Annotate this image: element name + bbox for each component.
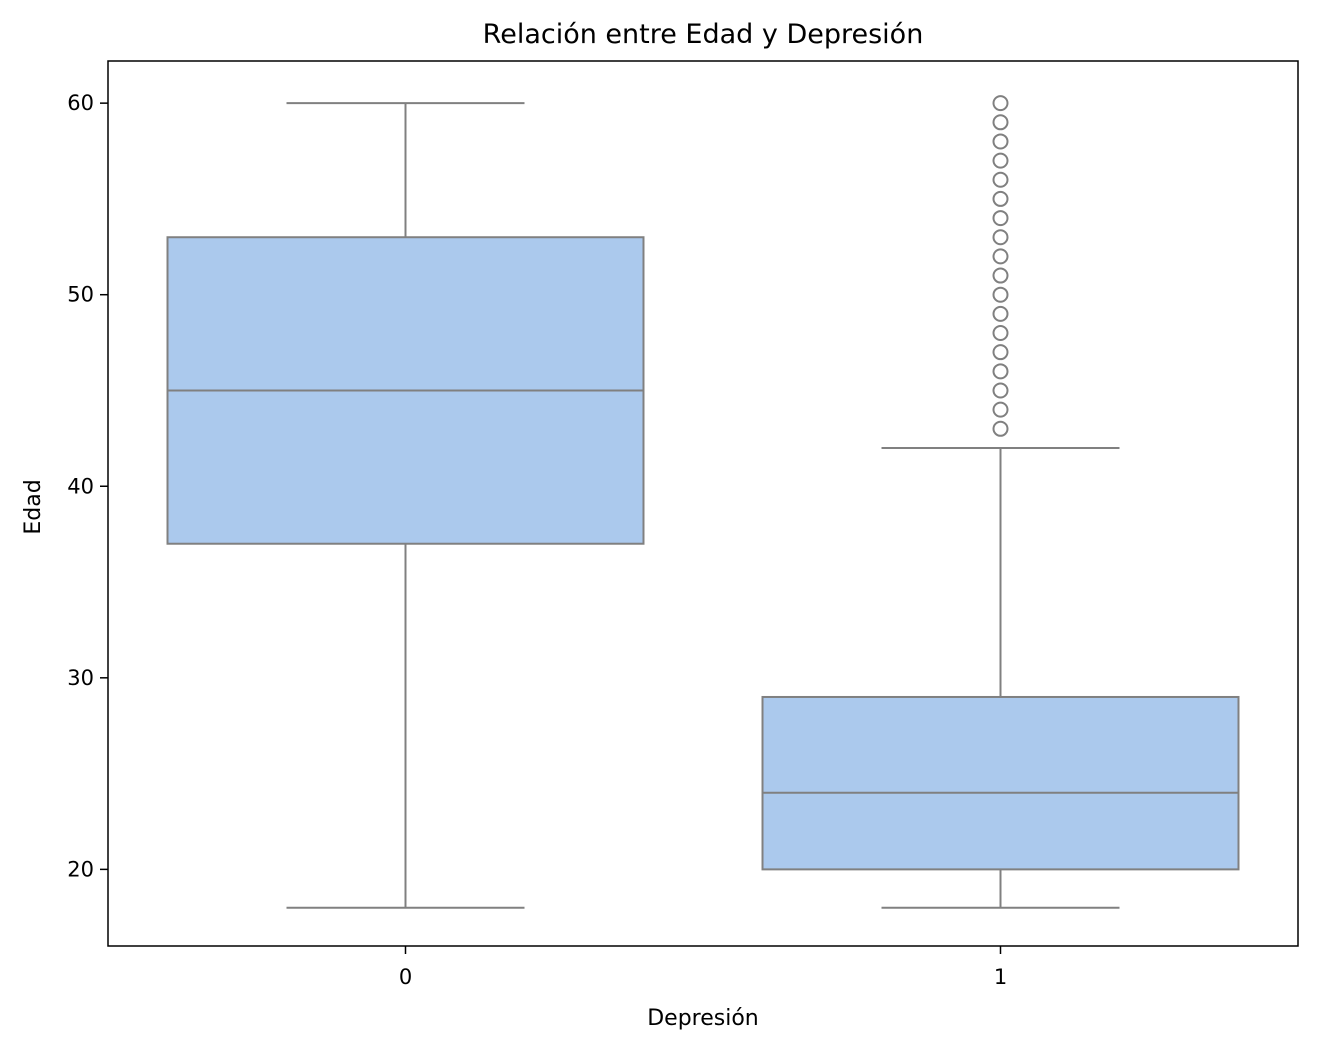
y-tick-label: 20: [67, 857, 94, 881]
outlier-point: [992, 382, 1009, 399]
outlier-point: [992, 190, 1009, 207]
outlier-point: [992, 325, 1009, 342]
box-group-1: [761, 95, 1240, 909]
outlier-point: [992, 363, 1009, 380]
x-tick-label: 1: [994, 965, 1007, 989]
outlier-point: [992, 152, 1009, 169]
plot-frame: [107, 60, 1299, 947]
x-tick-label: 0: [399, 965, 412, 989]
outlier-point: [992, 267, 1009, 284]
outlier-point: [992, 286, 1009, 303]
plot-area: [166, 95, 1240, 909]
y-tick-label: 30: [67, 666, 94, 690]
y-tick-label: 60: [67, 91, 94, 115]
y-tick-label: 40: [67, 474, 94, 498]
outlier-point: [992, 133, 1009, 150]
outlier-point: [992, 114, 1009, 131]
outlier-point: [992, 305, 1009, 322]
outlier-point: [992, 344, 1009, 361]
box-group-0: [166, 102, 645, 909]
y-tick-label: 50: [67, 283, 94, 307]
outlier-point: [992, 171, 1009, 188]
outlier-point: [992, 210, 1009, 227]
iqr-box: [761, 695, 1240, 871]
x-axis-label: Depresión: [647, 1006, 759, 1031]
outlier-point: [992, 420, 1009, 437]
outlier-point: [992, 229, 1009, 246]
y-axis: 20 30 40 50 60: [67, 91, 108, 881]
outlier-point: [992, 248, 1009, 265]
outlier-point: [992, 95, 1009, 112]
y-axis-label: Edad: [21, 479, 46, 534]
chart-title: Relación entre Edad y Depresión: [483, 19, 924, 50]
outlier-point: [992, 401, 1009, 418]
